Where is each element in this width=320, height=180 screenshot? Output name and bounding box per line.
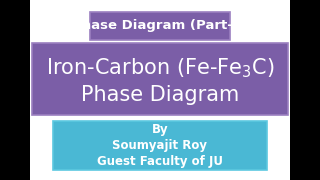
Text: Phase Diagram (Part-II): Phase Diagram (Part-II) bbox=[72, 19, 248, 32]
Text: Iron-Carbon (Fe-Fe$_3$C): Iron-Carbon (Fe-Fe$_3$C) bbox=[46, 57, 274, 80]
FancyBboxPatch shape bbox=[32, 43, 288, 115]
Bar bbox=[30, 0, 290, 180]
Text: By: By bbox=[152, 123, 168, 136]
Text: Guest Faculty of JU: Guest Faculty of JU bbox=[97, 155, 223, 168]
Text: Phase Diagram: Phase Diagram bbox=[81, 85, 239, 105]
FancyBboxPatch shape bbox=[53, 121, 267, 170]
FancyBboxPatch shape bbox=[90, 12, 230, 40]
Text: Soumyajit Roy: Soumyajit Roy bbox=[113, 139, 207, 152]
